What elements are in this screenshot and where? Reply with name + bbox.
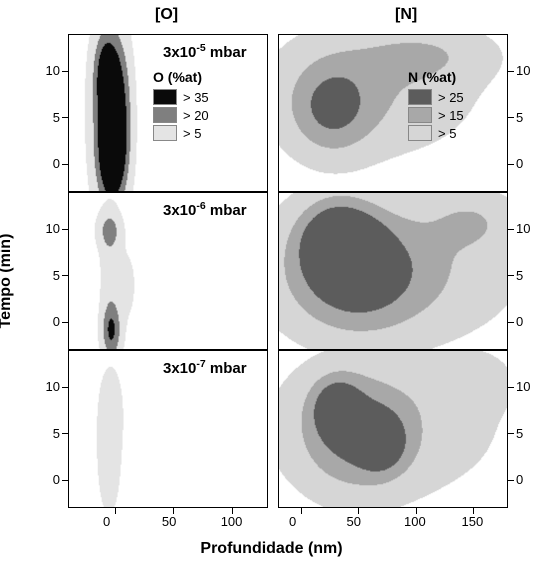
- contour-canvas-n-row2: [279, 351, 507, 507]
- y-tick-label: 10: [516, 221, 530, 236]
- legend-swatch: [408, 89, 432, 105]
- y-tick-label: 0: [516, 472, 523, 487]
- y-tick: [508, 117, 514, 118]
- legend-label: > 25: [438, 90, 464, 105]
- legend-swatch: [408, 125, 432, 141]
- x-tick-label: 50: [162, 514, 176, 529]
- x-tick-label: 150: [462, 514, 484, 529]
- pressure-label-row2: 3x10-7 mbar: [163, 358, 247, 377]
- panel-n-row1: [278, 192, 508, 350]
- panel-n-row0: [278, 34, 508, 192]
- legend-item: > 35: [153, 89, 209, 105]
- legend-item: > 5: [408, 125, 464, 141]
- legend-label: > 20: [183, 108, 209, 123]
- y-axis-label: Tempo (min): [0, 234, 15, 329]
- y-tick: [508, 71, 514, 72]
- y-tick: [62, 275, 68, 276]
- legend-item: > 15: [408, 107, 464, 123]
- y-tick-label: 5: [53, 268, 60, 283]
- x-tick-label: 50: [347, 514, 361, 529]
- y-tick-label: 10: [46, 379, 60, 394]
- y-tick-label: 0: [53, 156, 60, 171]
- y-tick-label: 5: [516, 426, 523, 441]
- y-tick: [508, 322, 514, 323]
- legend-swatch: [153, 89, 177, 105]
- y-tick-label: 10: [516, 379, 530, 394]
- y-tick-label: 5: [53, 110, 60, 125]
- pressure-label-row1: 3x10-6 mbar: [163, 200, 247, 219]
- y-tick: [508, 480, 514, 481]
- y-tick: [62, 433, 68, 434]
- y-tick: [62, 322, 68, 323]
- y-tick-label: 10: [46, 221, 60, 236]
- x-tick-label: 0: [103, 514, 110, 529]
- x-tick: [301, 508, 302, 514]
- pressure-label-row0: 3x10-5 mbar: [163, 42, 247, 61]
- x-tick-label: 100: [221, 514, 243, 529]
- legend-item: > 5: [153, 125, 209, 141]
- y-tick: [62, 480, 68, 481]
- legend-n: N (%at) > 25 > 15 > 5: [408, 69, 464, 143]
- y-tick-label: 0: [516, 156, 523, 171]
- figure-root: Tempo (min) Profundidade (nm) [O] [N] 0 5…: [0, 0, 543, 562]
- x-tick: [115, 508, 116, 514]
- y-tick: [508, 433, 514, 434]
- y-tick-label: 5: [516, 110, 523, 125]
- x-tick-label: 0: [289, 514, 296, 529]
- y-tick: [62, 117, 68, 118]
- y-tick: [508, 275, 514, 276]
- contour-canvas-n-row1: [279, 193, 507, 349]
- contour-canvas-n-row0: [279, 35, 507, 191]
- legend-swatch: [153, 125, 177, 141]
- y-tick: [508, 164, 514, 165]
- legend-title-n: N (%at): [408, 69, 464, 85]
- legend-o: O (%at) > 35 > 20 > 5: [153, 69, 209, 143]
- legend-label: > 15: [438, 108, 464, 123]
- y-tick: [62, 229, 68, 230]
- legend-swatch: [408, 107, 432, 123]
- column-header-n: [N]: [395, 6, 417, 24]
- y-tick-label: 5: [53, 426, 60, 441]
- y-tick-label: 0: [53, 472, 60, 487]
- x-axis-label: Profundidade (nm): [200, 540, 342, 558]
- legend-item: > 25: [408, 89, 464, 105]
- y-tick-label: 10: [46, 63, 60, 78]
- legend-swatch: [153, 107, 177, 123]
- legend-label: > 35: [183, 90, 209, 105]
- legend-title-o: O (%at): [153, 69, 209, 85]
- y-tick-label: 10: [516, 63, 530, 78]
- y-tick: [62, 71, 68, 72]
- y-tick: [62, 387, 68, 388]
- x-tick-label: 100: [404, 514, 426, 529]
- y-tick-label: 0: [516, 314, 523, 329]
- legend-item: > 20: [153, 107, 209, 123]
- panel-n-row2: [278, 350, 508, 508]
- legend-label: > 5: [183, 126, 201, 141]
- y-tick: [508, 229, 514, 230]
- legend-label: > 5: [438, 126, 456, 141]
- column-header-o: [O]: [155, 6, 178, 24]
- y-tick: [62, 164, 68, 165]
- y-tick-label: 5: [516, 268, 523, 283]
- y-tick: [508, 387, 514, 388]
- y-tick-label: 0: [53, 314, 60, 329]
